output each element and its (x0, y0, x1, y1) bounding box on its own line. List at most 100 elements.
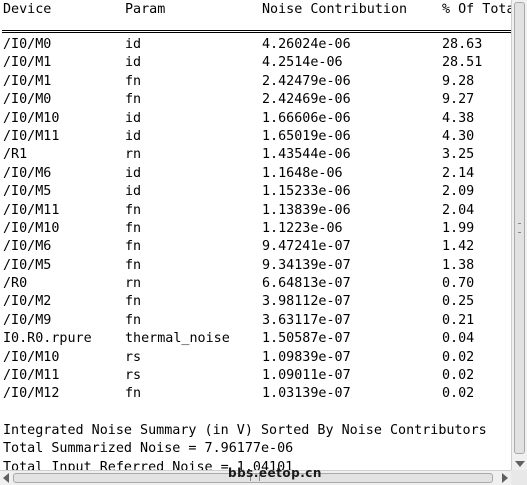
cell-device: /I0/M1 (3, 73, 52, 89)
cell-param: rs (125, 368, 142, 384)
vertical-grip-icon (518, 223, 521, 233)
cell-percent: 28.51 (442, 55, 483, 71)
cell-param: id (125, 184, 142, 200)
cell-param: id (125, 110, 142, 126)
table-row: /I0/M6 fn 9.47241e-07 1.42 (0, 238, 511, 256)
cell-noise: 3.98112e-07 (262, 294, 351, 310)
cell-percent: 4.38 (442, 110, 475, 126)
header-noise-contribution: Noise Contribution (262, 2, 408, 17)
cell-param: fn (125, 220, 142, 236)
arrow-right-icon[interactable] (502, 473, 508, 483)
table-row: /I0/M9 fn 3.63117e-07 0.21 (0, 312, 511, 330)
cell-device: /I0/M10 (3, 220, 60, 236)
cell-device: /I0/M0 (3, 37, 52, 52)
cell-noise: 1.13839e-06 (262, 202, 351, 218)
cell-noise: 1.1223e-06 (262, 220, 343, 236)
horizontal-scrollbar[interactable] (0, 470, 511, 485)
cell-device: /I0/M5 (3, 257, 52, 273)
cell-device: /I0/M6 (3, 165, 52, 181)
arrow-left-icon[interactable] (3, 473, 9, 483)
arrow-down-icon[interactable] (515, 461, 525, 467)
table-row: /I0/M1 fn 2.42479e-06 9.28 (0, 73, 511, 91)
cell-percent: 2.09 (442, 184, 475, 200)
header-device: Device (3, 2, 52, 17)
table-header: Device Param Noise Contribution % Of Tot… (0, 0, 511, 30)
cell-percent: 28.63 (442, 37, 483, 52)
cell-device: /I0/M1 (3, 55, 52, 71)
cell-device: /I0/M10 (3, 110, 60, 126)
header-rule-2 (2, 32, 511, 33)
header-param: Param (125, 2, 166, 17)
summary-title: Integrated Noise Summary (in V) Sorted B… (3, 423, 487, 438)
cell-param: id (125, 55, 142, 71)
cell-noise: 9.47241e-07 (262, 239, 351, 255)
header-rule (2, 30, 511, 31)
cell-percent: 9.27 (442, 92, 475, 108)
cell-percent: 1.99 (442, 220, 475, 236)
cell-device: I0.R0.rpure (3, 331, 92, 347)
cell-param: id (125, 37, 142, 52)
cell-noise: 2.42479e-06 (262, 73, 351, 89)
watermark: bbs.eetop.cn (228, 466, 322, 480)
cell-noise: 1.66606e-06 (262, 110, 351, 126)
noise-table: /I0/M0 id 4.26024e-06 28.63/I0/M1 id 4.2514e-… (0, 36, 511, 404)
cell-percent: 0.70 (442, 276, 475, 292)
cell-param: fn (125, 239, 142, 255)
cell-param: fn (125, 202, 142, 218)
header-percent-of-total: % Of Tota (442, 2, 511, 17)
table-row: /I0/M11 id 1.65019e-06 4.30 (0, 128, 511, 146)
table-row: I0.R0.rpure thermal_noise 1.50587e-07 0.04 (0, 330, 511, 348)
cell-noise: 1.1648e-06 (262, 165, 343, 181)
cell-noise: 3.63117e-07 (262, 312, 351, 328)
table-row: /I0/M0 fn 2.42469e-06 9.27 (0, 91, 511, 109)
cell-param: rn (125, 147, 142, 163)
cell-percent: 4.30 (442, 128, 475, 144)
cell-device: /I0/M6 (3, 239, 52, 255)
cell-param: fn (125, 257, 142, 273)
cell-noise: 4.2514e-06 (262, 55, 343, 71)
cell-device: /I0/M5 (3, 184, 52, 200)
table-row: /I0/M12 fn 1.03139e-07 0.02 (0, 385, 511, 403)
cell-device: /I0/M10 (3, 349, 60, 365)
table-row: /I0/M5 fn 9.34139e-07 1.38 (0, 257, 511, 275)
table-row: /I0/M11 rs 1.09011e-07 0.02 (0, 367, 511, 385)
table-row: /I0/M10 fn 1.1223e-06 1.99 (0, 220, 511, 238)
table-row: /I0/M1 id 4.2514e-06 28.51 (0, 54, 511, 72)
cell-percent: 0.02 (442, 386, 475, 402)
cell-param: id (125, 128, 142, 144)
cell-percent: 9.28 (442, 73, 475, 89)
cell-device: /I0/M9 (3, 312, 52, 328)
table-row: /I0/M5 id 1.15233e-06 2.09 (0, 183, 511, 201)
table-row: /I0/M10 rs 1.09839e-07 0.02 (0, 349, 511, 367)
horizontal-scroll-thumb[interactable] (13, 473, 493, 483)
table-row: /I0/M10 id 1.66606e-06 4.38 (0, 110, 511, 128)
vertical-scroll-thumb[interactable] (514, 2, 525, 454)
cell-device: /I0/M0 (3, 92, 52, 108)
cell-param: fn (125, 312, 142, 328)
noise-report-viewport: Device Param Noise Contribution % Of Tot… (0, 0, 511, 470)
cell-noise: 6.64813e-07 (262, 276, 351, 292)
summary-total: Total Summarized Noise = 7.96177e-06 (3, 441, 294, 457)
table-row: /R1 rn 1.43544e-06 3.25 (0, 146, 511, 164)
cell-device: /R0 (3, 276, 28, 292)
table-row: /R0 rn 6.64813e-07 0.70 (0, 275, 511, 293)
scrollbar-corner (511, 470, 527, 485)
table-row: /I0/M2 fn 3.98112e-07 0.25 (0, 293, 511, 311)
cell-device: /I0/M11 (3, 128, 60, 144)
cell-percent: 1.42 (442, 239, 475, 255)
cell-percent: 0.04 (442, 331, 475, 347)
cell-param: thermal_noise (125, 331, 230, 347)
cell-percent: 2.14 (442, 165, 475, 181)
cell-percent: 2.04 (442, 202, 475, 218)
summary-input-referred: Total Input Referred Noise = 1.04101 (3, 459, 294, 470)
cell-noise: 1.09839e-07 (262, 349, 351, 365)
table-row: /I0/M6 id 1.1648e-06 2.14 (0, 165, 511, 183)
cell-percent: 0.02 (442, 349, 475, 365)
cell-param: fn (125, 386, 142, 402)
cell-param: rn (125, 276, 142, 292)
vertical-scrollbar[interactable] (511, 0, 527, 470)
cell-device: /I0/M11 (3, 202, 60, 218)
noise-summary: Integrated Noise Summary (in V) Sorted B… (3, 422, 487, 470)
cell-noise: 1.43544e-06 (262, 147, 351, 163)
cell-param: fn (125, 92, 142, 108)
